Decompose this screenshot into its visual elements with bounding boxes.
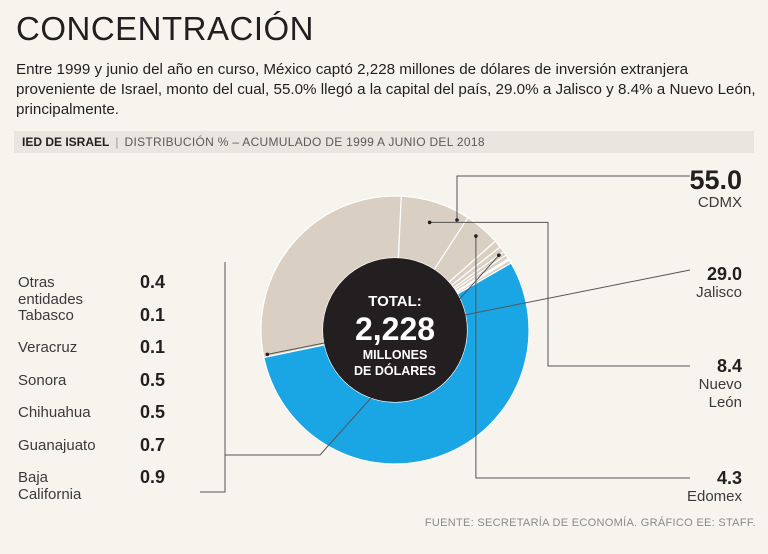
legend-name: Chihuahua <box>18 404 91 421</box>
center-total-label: TOTAL: <box>368 293 422 310</box>
legend-value: 0.1 <box>140 304 166 325</box>
center-total-value: 2,228 <box>355 311 435 347</box>
legend-name: Tabasco <box>18 306 74 324</box>
legend-value: 0.4 <box>140 272 166 292</box>
center-unit-line2: DE DÓLARES <box>354 363 436 378</box>
callout-value: 8.4 <box>716 356 742 376</box>
subheader-description: DISTRIBUCIÓN % – ACUMULADO DE 1999 A JUN… <box>124 135 485 149</box>
legend-value: 0.5 <box>140 402 166 422</box>
callout-label: Edomex <box>686 488 742 505</box>
donut-slices <box>260 195 530 465</box>
chart-subheader: IED DE ISRAEL | DISTRIBUCIÓN % – ACUMULADO… <box>14 131 754 153</box>
subheader-title: IED DE ISRAEL <box>22 135 110 149</box>
callout-value: 4.3 <box>716 468 742 488</box>
callout-value: 29.0 <box>706 264 742 284</box>
page-title: CONCENTRACIÓN <box>16 10 315 47</box>
legend-value: 0.9 <box>140 467 166 487</box>
source-note: FUENTE: SECRETARÍA DE ECONOMÍA. GRÁFICO … <box>424 517 756 529</box>
legend-value: 0.7 <box>140 434 166 455</box>
callout-label-line2: León <box>708 394 742 411</box>
leader-dot-cdmx <box>455 218 459 222</box>
legend-name: Baja California <box>18 469 82 503</box>
center-unit-line1: MILLONES <box>363 348 428 362</box>
callout-jalisco: 29.0 Jalisco <box>696 264 742 302</box>
callout-edomex: 4.3 Edomex <box>687 468 742 506</box>
leader-edomex <box>475 236 690 479</box>
leader-cdmx <box>456 175 690 220</box>
callout-value: 55.0 <box>689 165 742 195</box>
legend-name: Otras entidades <box>18 274 84 308</box>
legend-value: 0.5 <box>140 369 166 390</box>
callout-nuevo-leon: 8.4 Nuevo León <box>699 356 742 412</box>
subheader-separator: | <box>115 135 119 149</box>
callout-label-line1: Nuevo <box>698 376 742 393</box>
center-disc <box>323 258 467 402</box>
callout-cdmx: 55.0 CDMX <box>689 166 742 212</box>
callout-label: CDMX <box>697 194 742 211</box>
legend-name: Guanajuato <box>18 436 96 454</box>
leader-dot-small-states <box>497 253 501 257</box>
leader-nuevo-leon <box>429 221 690 367</box>
callout-label: Jalisco <box>696 284 742 301</box>
leader-dot-edomex <box>474 234 478 238</box>
leader-dot-nuevo-leon <box>427 220 432 225</box>
intro-paragraph: Entre 1999 y junio del año en curso, Méx… <box>16 61 756 118</box>
leader-small-states-bracket <box>200 262 226 493</box>
legend-value: 0.1 <box>140 337 166 357</box>
leader-dot-jalisco <box>265 352 270 357</box>
legend-name: Veracruz <box>18 339 78 356</box>
legend-name: Sonora <box>18 371 67 389</box>
